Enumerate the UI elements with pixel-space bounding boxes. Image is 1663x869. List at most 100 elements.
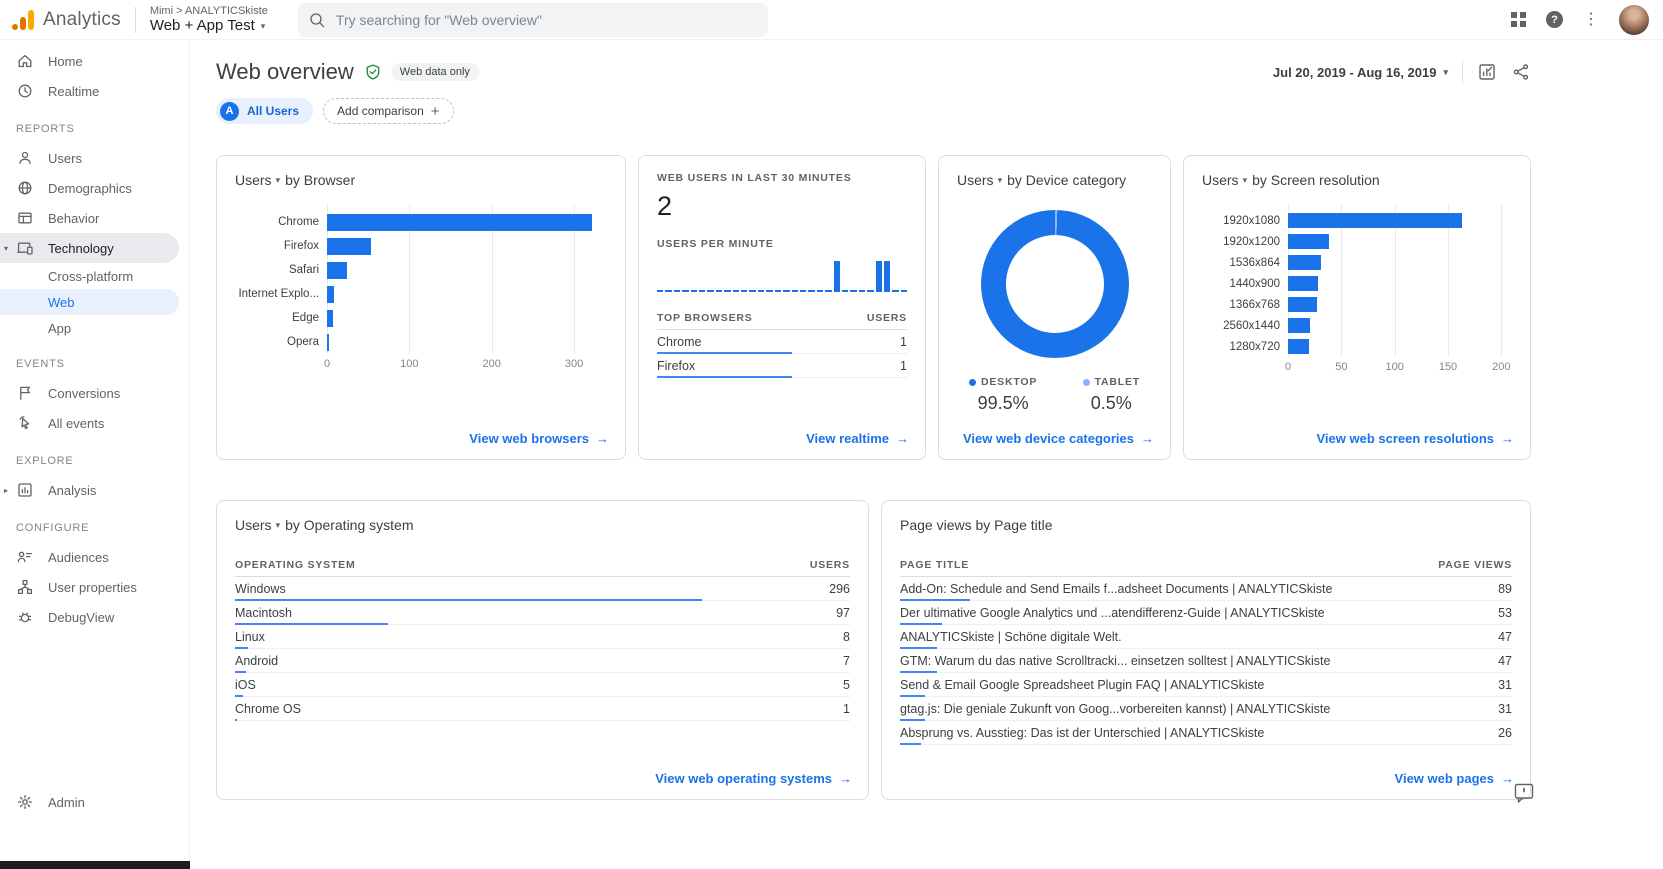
metric-selector[interactable]: Users ▾ [1202, 172, 1248, 188]
view-web-pages-link[interactable]: View web pages → [1394, 771, 1514, 786]
legend-item: TABLET 0.5% [1082, 376, 1140, 414]
bar-row [327, 330, 607, 354]
row-label: ANALYTICSkiste | Schöne digitale Welt. [900, 629, 1122, 644]
more-options-icon[interactable]: ⋮ [1583, 10, 1599, 28]
sidebar-item-label: Demographics [48, 180, 132, 196]
account-breadcrumb: Mimi > ANALYTICSkiste Web + App Test ▾ [150, 5, 268, 35]
date-range-picker[interactable]: Jul 20, 2019 - Aug 16, 2019 ▾ [1272, 64, 1448, 80]
sidebar-item-label: Home [48, 53, 83, 69]
bar [1288, 255, 1322, 270]
top-browser-row: Firefox 1 [657, 354, 907, 378]
bar [327, 333, 329, 351]
category-label: 1280x720 [1229, 340, 1280, 353]
view-device-categories-link[interactable]: View web device categories → [962, 431, 1154, 446]
view-realtime-link[interactable]: View realtime → [806, 431, 909, 446]
feedback-icon[interactable] [1512, 781, 1536, 805]
column-header: PAGE TITLE [900, 558, 970, 571]
view-screen-resolutions-link[interactable]: View web screen resolutions → [1316, 431, 1515, 446]
help-icon[interactable]: ? [1546, 11, 1563, 28]
sidebar-item-conversions[interactable]: Conversions [0, 378, 179, 408]
row-label: iOS [235, 677, 256, 692]
row-progress-bar [900, 743, 921, 745]
view-web-browsers-link[interactable]: View web browsers → [469, 431, 609, 446]
share-icon[interactable] [1511, 62, 1531, 82]
row-label: gtag.js: Die geniale Zukunft von Goog...… [900, 701, 1331, 716]
tap-icon [16, 414, 34, 432]
add-comparison-chip[interactable]: Add comparison + [323, 98, 454, 124]
apps-grid-icon[interactable] [1511, 12, 1526, 27]
search-bar[interactable] [297, 2, 768, 37]
bug-icon [16, 608, 34, 626]
row-label: Firefox [657, 358, 696, 373]
sidebar-item-realtime[interactable]: Realtime [0, 76, 179, 106]
chevron-down-icon: ▾ [997, 174, 1003, 185]
page-title-row: Der ultimative Google Analytics und ...a… [900, 601, 1512, 625]
metric-selector[interactable]: Users ▾ [957, 172, 1003, 188]
bar-row [327, 210, 607, 234]
dimension-label: by Screen resolution [1252, 172, 1380, 188]
top-bar: Analytics Mimi > ANALYTICSkiste Web + Ap… [0, 0, 1663, 40]
sidebar-item-label: Admin [48, 794, 85, 810]
audiences-icon [16, 548, 34, 566]
minute-bar [883, 261, 891, 292]
table-header: TOP BROWSERS USERS [657, 306, 907, 330]
sidebar-item-users[interactable]: Users [0, 143, 179, 173]
category-label: 2560x1440 [1223, 319, 1280, 332]
os-row: Android 7 [235, 649, 850, 673]
row-value: 1 [843, 701, 850, 716]
gridline [1341, 204, 1343, 357]
sidebar-item-admin[interactable]: Admin [0, 787, 179, 817]
device-category-donut [980, 210, 1129, 358]
view-operating-systems-link[interactable]: View web operating systems → [655, 771, 852, 786]
row-progress-bar [900, 719, 925, 721]
shield-check-icon [364, 63, 383, 82]
row-label: Chrome OS [235, 701, 301, 716]
metric-selector[interactable]: Users ▾ [235, 517, 281, 533]
axis-tick-label: 100 [400, 358, 419, 370]
sidebar-item-app[interactable]: App [48, 320, 72, 336]
axis-tick-label: 100 [1385, 361, 1404, 373]
row-progress-bar [900, 671, 938, 673]
bar [327, 309, 333, 327]
sidebar-item-label: Audiences [48, 549, 109, 565]
sidebar-item-home[interactable]: Home [0, 46, 179, 76]
sidebar-item-analysis[interactable]: ▸ Analysis [0, 475, 179, 505]
avatar[interactable] [1619, 4, 1649, 35]
page-title-row: Add-On: Schedule and Send Emails f...ads… [900, 577, 1512, 601]
legend-item: DESKTOP 99.5% [969, 376, 1037, 414]
category-label: Edge [292, 312, 319, 324]
topbar-divider [134, 6, 136, 33]
legend-dot-icon [969, 378, 976, 386]
row-label: Macintosh [235, 605, 292, 620]
sidebar-item-web[interactable]: Web [0, 289, 179, 315]
column-header: TOP BROWSERS [657, 311, 753, 324]
bar-row [327, 234, 607, 258]
metric-selector[interactable]: Users ▾ [235, 172, 281, 188]
row-progress-bar [235, 623, 389, 625]
row-label: Windows [235, 581, 286, 596]
sidebar-item-audiences[interactable]: Audiences [0, 542, 179, 572]
arrow-right-icon: → [1501, 771, 1514, 786]
bar-row [327, 258, 607, 282]
minute-dash [699, 290, 706, 292]
edit-chart-icon[interactable] [1477, 62, 1497, 82]
sidebar-item-user-properties[interactable]: User properties [0, 572, 179, 602]
sidebar-item-cross-platform[interactable]: Cross-platform [48, 268, 134, 284]
all-users-chip[interactable]: A All Users [216, 98, 314, 124]
sidebar-item-debugview[interactable]: DebugView [0, 602, 179, 632]
legend-value: 0.5% [1090, 393, 1132, 413]
sidebar-item-all-events[interactable]: All events [0, 408, 179, 438]
header-divider [1462, 61, 1463, 83]
sidebar-item-behavior[interactable]: Behavior [0, 203, 179, 233]
realtime-title: WEB USERS IN LAST 30 MINUTES [657, 172, 852, 184]
property-selector[interactable]: Web + App Test ▾ [149, 17, 266, 35]
sidebar-item-technology[interactable]: ▾ Technology [0, 233, 179, 263]
analytics-logo-icon[interactable] [12, 9, 34, 30]
minute-dash [858, 290, 866, 292]
minute-dash [749, 290, 756, 292]
minute-bar [833, 261, 840, 292]
sidebar-item-demographics[interactable]: Demographics [0, 173, 179, 203]
row-value: 7 [843, 653, 850, 668]
search-input[interactable] [333, 10, 758, 29]
bar-row [327, 306, 607, 330]
